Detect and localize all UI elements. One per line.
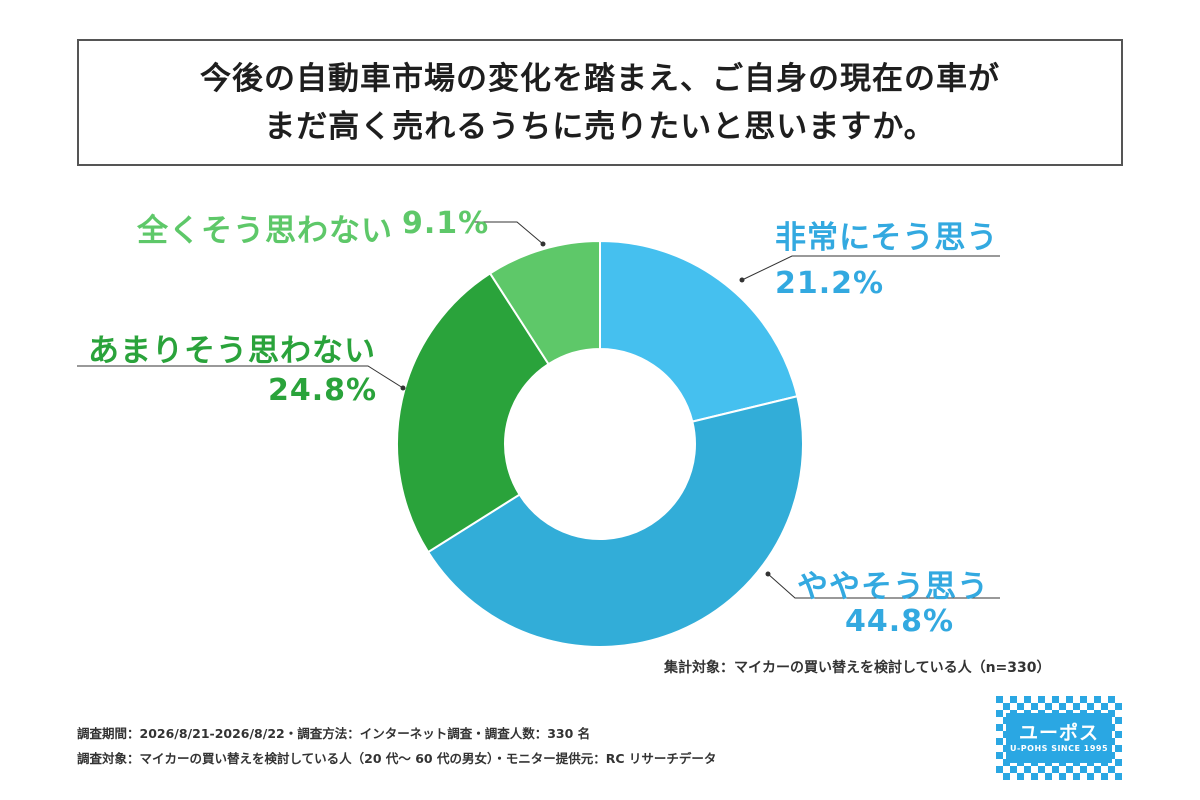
title-line-1: 今後の自動車市場の変化を踏まえ、ご自身の現在の車が	[200, 60, 1000, 97]
leader-somewhat-agree	[767, 573, 1000, 599]
leader-strongly-disagree-dot	[540, 241, 546, 247]
leader-very-agree-dot	[739, 277, 745, 283]
footer-line-1: 調査期間：2026/8/21-2026/8/22・調査方法：インターネット調査・…	[77, 726, 591, 741]
value-somewhat-disagree: 24.8%	[268, 373, 378, 408]
value-strongly-disagree: 9.1%	[402, 206, 490, 241]
label-somewhat-agree: ややそう思う	[797, 569, 989, 605]
leader-strongly-disagree	[473, 221, 544, 245]
slice-very-agree	[599, 239, 799, 423]
logo-main-text: ユーポス	[1018, 722, 1099, 744]
slice-somewhat-agree	[426, 395, 804, 648]
slice-somewhat-disagree	[396, 271, 550, 554]
value-very-agree: 21.2%	[775, 266, 885, 301]
title-line-2: まだ高く売れるうちに売りたいと思いますか。	[264, 108, 936, 145]
label-somewhat-disagree: あまりそう思わない	[88, 333, 376, 369]
slice-strongly-disagree	[488, 239, 601, 366]
value-somewhat-agree: 44.8%	[845, 604, 955, 639]
label-strongly-disagree: 全くそう思わない	[137, 213, 393, 249]
brand-logo: ユーポス U-POHS SINCE 1995	[996, 696, 1122, 780]
leader-somewhat-disagree	[77, 365, 404, 389]
leader-very-agree	[741, 255, 1000, 281]
title-box: 今後の自動車市場の変化を踏まえ、ご自身の現在の車が まだ高く売れるうちに売りたい…	[77, 39, 1123, 166]
footer-line-2: 調査対象：マイカーの買い替えを検討している人（20 代〜 60 代の男女）・モニ…	[77, 751, 717, 766]
logo-sub-text: U-POHS SINCE 1995	[1009, 744, 1109, 753]
label-very-agree: 非常にそう思う	[775, 220, 999, 256]
leader-somewhat-agree-dot	[765, 571, 771, 577]
sample-note: 集計対象：マイカーの買い替えを検討している人（n=330）	[664, 660, 1051, 676]
leader-somewhat-disagree-dot	[400, 385, 406, 391]
